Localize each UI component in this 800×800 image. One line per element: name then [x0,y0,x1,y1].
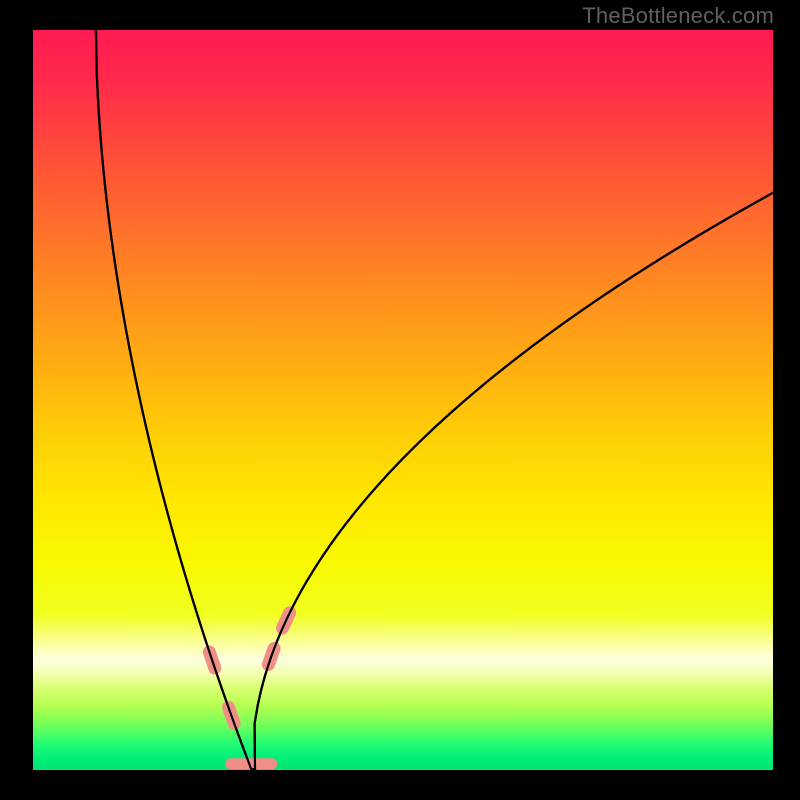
chart-svg [33,30,773,770]
bottleneck-curve [96,30,773,769]
watermark-text: TheBottleneck.com [582,3,774,29]
plot-area [33,30,773,770]
bottleneck-curve-overlay [96,30,773,769]
optimal-band [201,604,298,769]
